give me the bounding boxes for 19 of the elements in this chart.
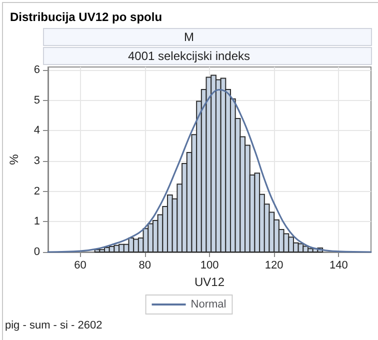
- chart-title: Distribucija UV12 po spolu: [10, 10, 162, 24]
- x-tick-label: 80: [138, 260, 152, 272]
- x-tick-label: 140: [330, 260, 348, 272]
- y-tick-label: 5: [34, 94, 40, 106]
- legend-label: Normal: [190, 298, 226, 310]
- x-tick-label: 120: [264, 260, 284, 272]
- y-tick-label: 6: [34, 64, 40, 76]
- y-tick-label: 1: [34, 216, 40, 228]
- y-axis-title: %: [7, 154, 21, 165]
- x-axis-title: UV12: [194, 274, 225, 289]
- y-tick-label: 4: [34, 124, 40, 137]
- x-tick-label: 60: [74, 260, 86, 272]
- y-tick-label: 0: [34, 246, 40, 258]
- y-tick-label: 3: [34, 155, 40, 168]
- text: pig - sum - si - 2602: [5, 320, 102, 332]
- chart-subtitle: M: [184, 30, 194, 44]
- text: 4001 selekcijski indeks: [128, 49, 250, 63]
- y-tick-label: 2: [34, 185, 40, 198]
- x-tick-label: 100: [200, 260, 219, 272]
